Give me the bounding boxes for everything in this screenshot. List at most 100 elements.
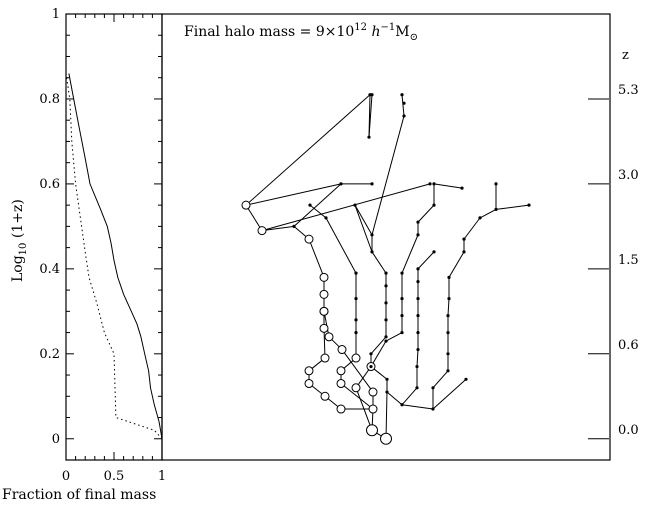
progenitor-node bbox=[384, 318, 388, 322]
progenitor-node bbox=[324, 332, 334, 342]
progenitor-node bbox=[432, 182, 436, 186]
x-tick-label: 0.5 bbox=[104, 469, 125, 484]
progenitor-node bbox=[464, 377, 468, 381]
progenitor-node bbox=[369, 352, 373, 356]
progenitor-node bbox=[353, 203, 357, 207]
tree-branch bbox=[432, 370, 449, 389]
progenitor-node bbox=[336, 366, 346, 376]
redshift-tick-label: 0.6 bbox=[618, 338, 639, 353]
tree-branch bbox=[447, 298, 450, 316]
progenitor-node bbox=[400, 296, 404, 301]
progenitor-node bbox=[460, 186, 464, 190]
left-panel-ticks bbox=[65, 13, 163, 460]
y-tick-label: 0 bbox=[52, 432, 60, 447]
tree-branch bbox=[354, 204, 373, 253]
progenitor-node bbox=[319, 323, 329, 333]
chart-title: Final halo mass = 9×1012 h−1M⊙ bbox=[184, 22, 418, 43]
redshift-tick-label: 5.3 bbox=[618, 83, 639, 98]
title-exponent: 12 bbox=[354, 22, 367, 33]
progenitor-node bbox=[304, 366, 314, 376]
tree-branch bbox=[416, 349, 419, 367]
progenitor-node bbox=[370, 250, 374, 254]
progenitor-node bbox=[380, 432, 392, 445]
progenitor-node bbox=[416, 330, 420, 335]
mass-fraction-curves bbox=[65, 73, 163, 440]
tree-branch bbox=[432, 378, 467, 410]
solid-mass-curve bbox=[68, 73, 163, 439]
progenitor-node bbox=[446, 330, 450, 335]
progenitor-node bbox=[431, 407, 435, 411]
y-tick-label: 0.4 bbox=[39, 262, 60, 277]
progenitor-node bbox=[385, 390, 389, 394]
mass-fraction-panel: 0 0.2 0.4 0.6 0.8 1 0 0.5 1 Fraction of final m… bbox=[2, 7, 166, 503]
tree-branch bbox=[417, 204, 435, 223]
progenitor-node bbox=[384, 301, 388, 305]
title-sun-symbol: ⊙ bbox=[410, 32, 418, 43]
tree-branch bbox=[323, 328, 326, 359]
y-tick-label: 0.6 bbox=[39, 177, 60, 192]
progenitor-node bbox=[447, 296, 451, 301]
progenitor-node bbox=[337, 345, 347, 355]
progenitor-node bbox=[494, 207, 498, 211]
redshift-ticks: 0.0 0.6 1.5 3.0 5.3 bbox=[588, 83, 639, 440]
progenitor-node bbox=[324, 216, 328, 220]
progenitor-node bbox=[416, 233, 420, 237]
tree-branch bbox=[371, 115, 405, 236]
progenitor-node bbox=[527, 203, 531, 207]
tree-branch bbox=[340, 383, 374, 410]
tree-branch bbox=[479, 208, 497, 219]
tree-branch bbox=[261, 225, 295, 232]
progenitor-node bbox=[462, 250, 466, 254]
title-mass-unit: M bbox=[395, 24, 409, 40]
tree-nodes bbox=[241, 93, 531, 445]
progenitor-node bbox=[354, 318, 358, 322]
left-panel-frame bbox=[65, 13, 163, 461]
progenitor-node bbox=[241, 200, 251, 210]
progenitor-node bbox=[416, 280, 420, 284]
progenitor-node bbox=[336, 379, 346, 389]
tree-branch bbox=[495, 204, 530, 210]
progenitor-node bbox=[368, 404, 378, 414]
progenitor-node bbox=[415, 386, 419, 390]
progenitor-node bbox=[446, 369, 450, 373]
redshift-tick-label: 1.5 bbox=[618, 253, 639, 268]
progenitor-node bbox=[351, 353, 361, 363]
tree-branch bbox=[245, 94, 371, 206]
tree-branch bbox=[370, 336, 387, 355]
progenitor-node bbox=[400, 403, 404, 407]
tree-branches bbox=[245, 94, 530, 440]
progenitor-node bbox=[367, 135, 371, 139]
progenitor-node bbox=[431, 386, 435, 390]
y-tick-label: 1 bbox=[52, 7, 60, 22]
tree-branch bbox=[355, 387, 373, 431]
tree-branch bbox=[371, 251, 387, 274]
redshift-tick-label: 0.0 bbox=[618, 423, 639, 438]
title-h-exponent: −1 bbox=[380, 22, 395, 33]
y-axis-title-main: Log bbox=[10, 255, 26, 282]
progenitor-node bbox=[415, 364, 419, 369]
progenitor-node bbox=[370, 182, 374, 186]
y-tick-label: 0.8 bbox=[39, 92, 60, 107]
title-h: h bbox=[367, 24, 380, 40]
progenitor-node bbox=[336, 404, 346, 414]
y-tick-label: 0.2 bbox=[39, 347, 60, 362]
redshift-axis-title: z bbox=[622, 48, 629, 63]
x-tick-label: 0 bbox=[62, 469, 70, 484]
x-axis-title: Fraction of final mass bbox=[2, 487, 156, 503]
progenitor-node bbox=[354, 296, 358, 301]
progenitor-node bbox=[462, 237, 466, 241]
progenitor-node bbox=[370, 233, 374, 237]
progenitor-node bbox=[292, 224, 296, 228]
x-tick-labels: 0 0.5 1 bbox=[62, 469, 166, 484]
title-prefix: Final halo mass = 9×10 bbox=[184, 24, 354, 40]
tree-branch bbox=[325, 217, 357, 274]
tree-branch bbox=[308, 238, 325, 278]
y-axis-title-sub: 10 bbox=[18, 243, 29, 256]
progenitor-node bbox=[384, 271, 388, 275]
progenitor-node bbox=[304, 379, 314, 389]
progenitor-node bbox=[368, 93, 372, 97]
y-tick-labels: 0 0.2 0.4 0.6 0.8 1 bbox=[39, 7, 60, 447]
progenitor-node bbox=[354, 271, 358, 275]
progenitor-node bbox=[416, 267, 420, 271]
